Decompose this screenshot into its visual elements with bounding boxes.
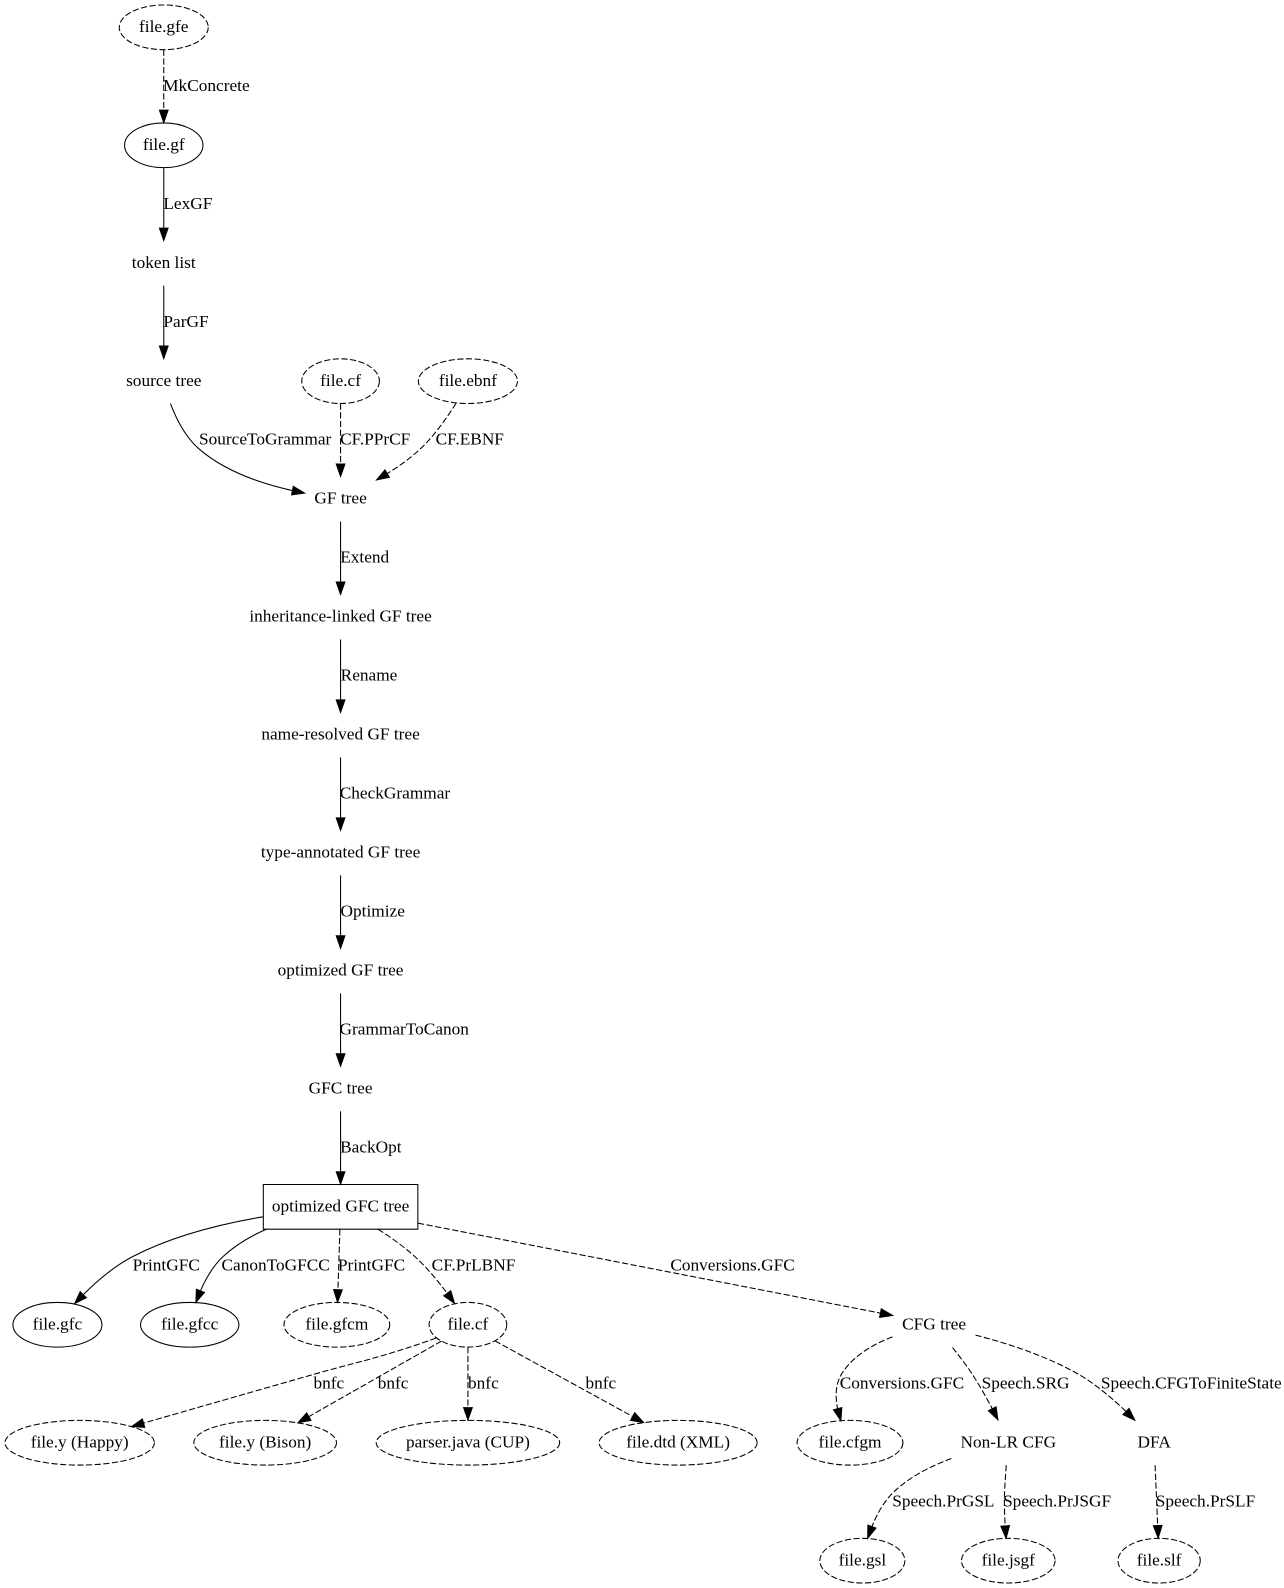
svg-text:file.cfgm: file.cfgm: [819, 1432, 882, 1451]
svg-text:CanonToGFCC: CanonToGFCC: [221, 1255, 329, 1274]
svg-text:Extend: Extend: [340, 548, 389, 567]
svg-text:Conversions.GFC: Conversions.GFC: [840, 1373, 964, 1392]
svg-text:Speech.CFGToFiniteState: Speech.CFGToFiniteState: [1101, 1373, 1282, 1392]
svg-text:type-annotated GF tree: type-annotated GF tree: [261, 843, 421, 862]
svg-text:file.gsl: file.gsl: [839, 1550, 887, 1569]
svg-text:token list: token list: [132, 253, 196, 272]
svg-text:Speech.PrJSGF: Speech.PrJSGF: [1003, 1491, 1111, 1510]
svg-text:file.jsgf: file.jsgf: [982, 1550, 1036, 1569]
svg-text:optimized GF tree: optimized GF tree: [278, 960, 404, 979]
svg-text:file.cf: file.cf: [320, 371, 361, 390]
svg-text:file.gfc: file.gfc: [33, 1314, 83, 1333]
svg-text:Speech.PrGSL: Speech.PrGSL: [892, 1491, 994, 1510]
svg-text:CFG tree: CFG tree: [902, 1314, 966, 1333]
svg-text:source tree: source tree: [126, 371, 202, 390]
svg-text:CF.PPrCF: CF.PPrCF: [340, 430, 411, 449]
svg-text:file.y (Bison): file.y (Bison): [219, 1432, 311, 1451]
svg-text:bnfc: bnfc: [585, 1373, 616, 1392]
svg-text:optimized GFC tree: optimized GFC tree: [272, 1196, 410, 1215]
svg-text:CheckGrammar: CheckGrammar: [340, 784, 451, 803]
svg-text:parser.java (CUP): parser.java (CUP): [406, 1432, 530, 1451]
svg-text:Optimize: Optimize: [341, 902, 406, 921]
svg-text:name-resolved GF tree: name-resolved GF tree: [261, 725, 420, 744]
svg-text:LexGF: LexGF: [163, 194, 212, 213]
svg-text:BackOpt: BackOpt: [340, 1137, 402, 1156]
svg-text:SourceToGrammar: SourceToGrammar: [199, 430, 332, 449]
svg-text:MkConcrete: MkConcrete: [163, 76, 250, 95]
svg-text:file.gfcm: file.gfcm: [305, 1314, 368, 1333]
svg-text:file.dtd (XML): file.dtd (XML): [626, 1432, 730, 1451]
svg-text:file.ebnf: file.ebnf: [439, 371, 497, 390]
svg-text:bnfc: bnfc: [313, 1373, 344, 1392]
svg-text:CF.PrLBNF: CF.PrLBNF: [432, 1255, 516, 1274]
svg-text:bnfc: bnfc: [378, 1373, 409, 1392]
svg-text:ParGF: ParGF: [163, 312, 209, 331]
svg-text:PrintGFC: PrintGFC: [338, 1255, 405, 1274]
svg-text:Rename: Rename: [341, 666, 398, 685]
svg-text:file.gfe: file.gfe: [139, 17, 189, 36]
svg-text:CF.EBNF: CF.EBNF: [436, 430, 505, 449]
svg-text:PrintGFC: PrintGFC: [133, 1255, 200, 1274]
svg-text:file.cf: file.cf: [448, 1314, 489, 1333]
svg-text:DFA: DFA: [1138, 1432, 1172, 1451]
svg-text:file.slf: file.slf: [1137, 1550, 1182, 1569]
svg-text:inheritance-linked GF tree: inheritance-linked GF tree: [249, 607, 432, 626]
svg-text:Conversions.GFC: Conversions.GFC: [670, 1255, 794, 1274]
svg-text:GF tree: GF tree: [314, 489, 367, 508]
svg-text:Speech.PrSLF: Speech.PrSLF: [1156, 1491, 1256, 1510]
svg-text:GFC tree: GFC tree: [309, 1078, 373, 1097]
svg-text:GrammarToCanon: GrammarToCanon: [340, 1019, 470, 1038]
svg-text:file.y (Happy): file.y (Happy): [31, 1432, 129, 1451]
svg-text:file.gfcc: file.gfcc: [161, 1314, 218, 1333]
svg-text:file.gf: file.gf: [143, 135, 185, 154]
svg-text:Speech.SRG: Speech.SRG: [982, 1373, 1070, 1392]
svg-text:Non-LR CFG: Non-LR CFG: [960, 1432, 1056, 1451]
svg-text:bnfc: bnfc: [468, 1373, 499, 1392]
